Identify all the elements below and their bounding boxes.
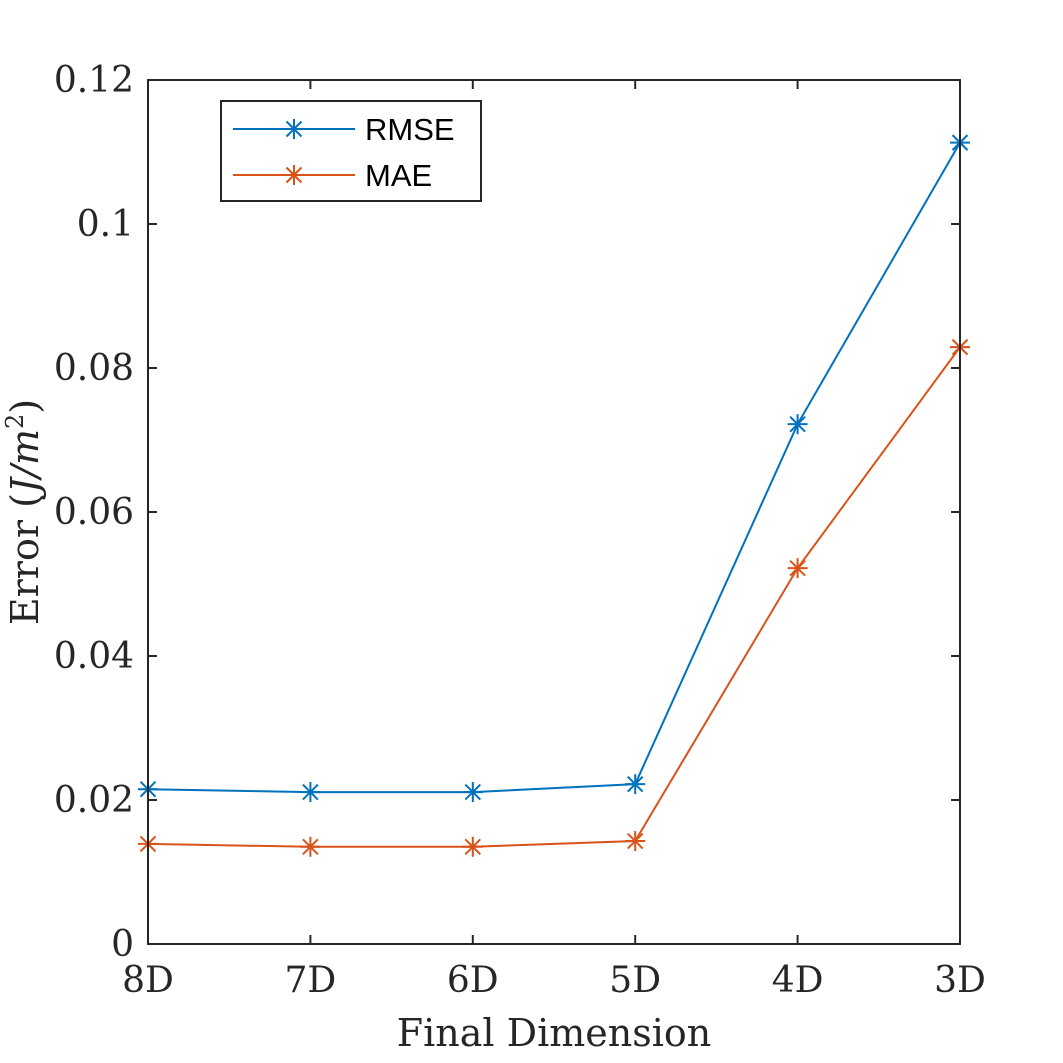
plot-area <box>148 80 960 944</box>
x-axis-label: Final Dimension <box>397 1011 712 1055</box>
marker-mae-5d <box>625 831 646 852</box>
legend-marker-mae-stroke-d2 <box>285 166 303 184</box>
x-tick-label: 3D <box>934 960 986 1001</box>
marker-rmse-7d <box>300 782 321 803</box>
marker-rmse-5d <box>625 774 646 795</box>
x-tick-label: 5D <box>609 960 661 1001</box>
y-tick-label: 0 <box>111 924 134 965</box>
x-tick-label: 7D <box>285 960 337 1001</box>
y-axis-label-unit: J/m <box>3 429 47 500</box>
legend-label-mae: MAE <box>365 158 432 193</box>
marker-mae-7d <box>300 836 321 857</box>
legend-marker-mae <box>284 165 304 185</box>
y-tick-label: 0.12 <box>54 60 134 101</box>
series-line-mae <box>147 346 961 848</box>
marker-mae-6d <box>462 836 483 857</box>
y-tick-label: 0.02 <box>54 780 134 821</box>
legend-marker-rmse <box>284 119 304 139</box>
marker-mae-6d-stroke-d2 <box>464 838 482 856</box>
x-tick-label: 4D <box>772 960 824 1001</box>
marker-mae-4d-stroke-d2 <box>789 559 806 577</box>
marker-rmse-6d <box>462 782 483 803</box>
marker-rmse-7d-stroke-d2 <box>302 783 319 801</box>
marker-rmse-4d <box>787 414 808 435</box>
y-tick-label: 0.04 <box>54 636 134 677</box>
marker-rmse-5d-stroke-d2 <box>626 775 644 793</box>
legend-marker-rmse-stroke-d2 <box>285 120 303 138</box>
marker-mae-7d-stroke-d2 <box>302 838 319 856</box>
y-tick-label: 0.08 <box>54 348 134 389</box>
legend-label-rmse: RMSE <box>365 112 455 147</box>
marker-rmse-4d-stroke-d2 <box>789 415 806 433</box>
x-tick-label: 8D <box>122 960 174 1001</box>
legend: RMSE MAE <box>220 100 482 202</box>
legend-box <box>220 100 482 202</box>
y-tick-label: 0.1 <box>77 204 134 245</box>
series-line-rmse <box>147 142 961 794</box>
y-axis-label-exponent: 2 <box>1 414 29 429</box>
marker-rmse-6d-stroke-d2 <box>464 783 482 801</box>
y-axis-label-prefix: Error ( <box>3 493 47 625</box>
x-tick-label: 6D <box>447 960 499 1001</box>
y-axis-label-suffix: ) <box>3 399 47 414</box>
y-tick-label: 0.06 <box>54 492 134 533</box>
y-axis-label: Error (J/m2) <box>1 399 47 625</box>
marker-mae-5d-stroke-d2 <box>626 832 644 850</box>
marker-mae-4d <box>787 558 808 579</box>
axes-layer: 0 0.02 0.04 0.06 0.08 0.1 0.12 8D 7D 6D 5D 4D 3D <box>54 60 986 1001</box>
series-layer <box>138 132 970 857</box>
